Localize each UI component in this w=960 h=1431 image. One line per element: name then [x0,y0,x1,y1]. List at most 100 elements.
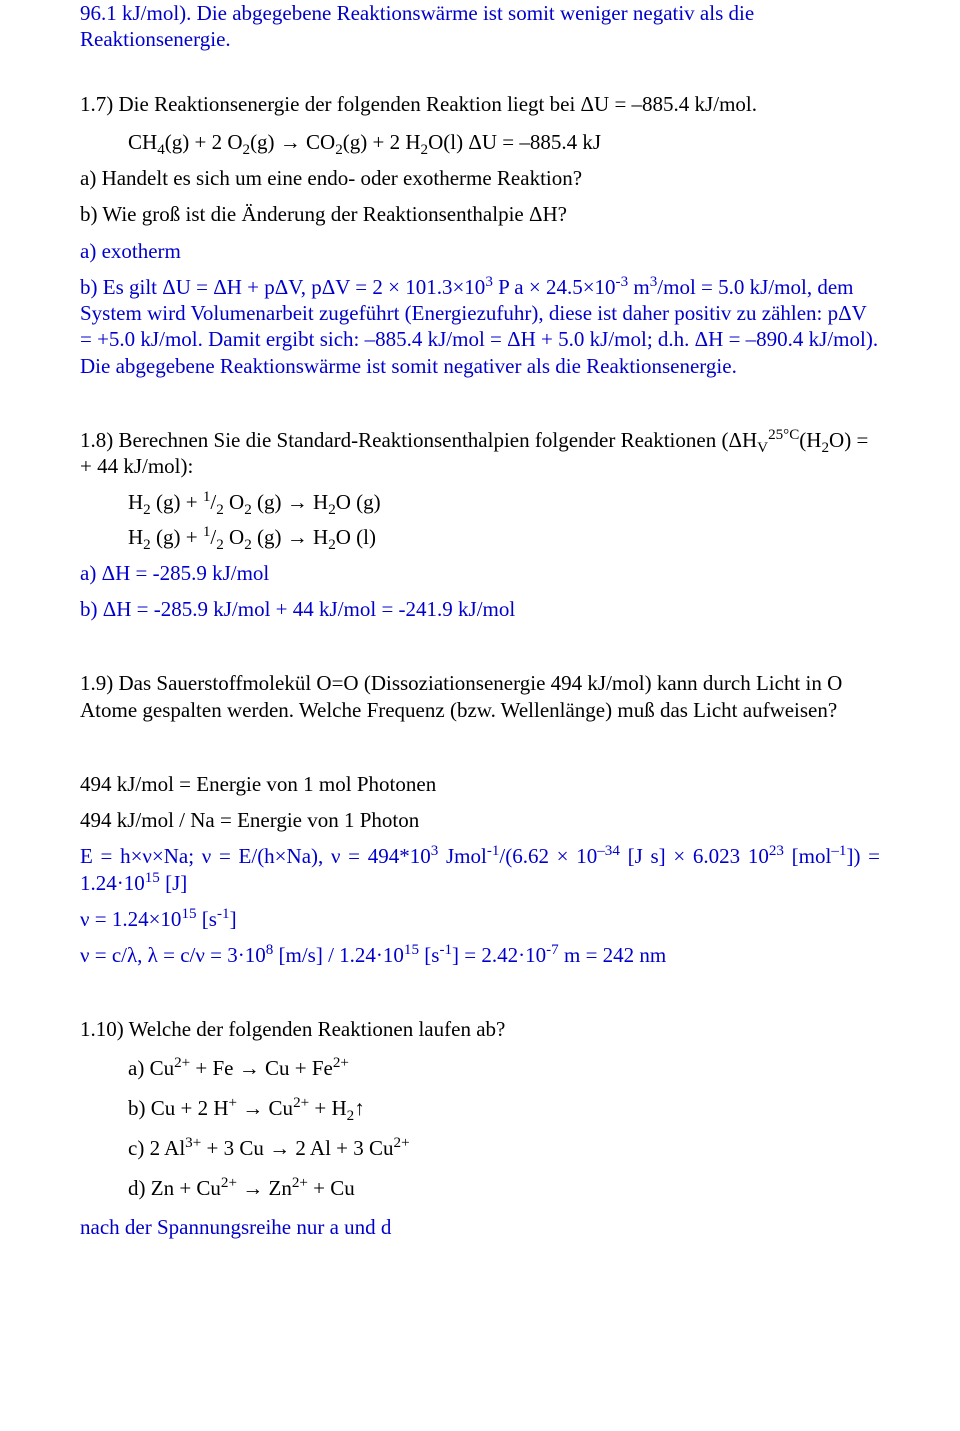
paragraph-18: 1.10) Welche der folgenden Reaktionen la… [80,1016,880,1042]
text: [mol [784,844,831,868]
text: a) exotherm [80,239,181,263]
sup: 2+ [174,1055,190,1071]
paragraph-20: nach der Spannungsreihe nur a und d [80,1214,880,1240]
text: E = h×ν×Na; ν = E/(h×Na), ν = 494*10 [80,844,431,868]
sup: 15 [404,942,419,958]
sub: 2 [421,142,429,158]
text: (g) → H [252,525,328,549]
text: P a × 24.5×10 [493,275,616,299]
paragraph-3: CH4(g) + 2 O2(g) → CO2(g) + 2 H2O(l) ΔU … [128,129,880,155]
text: b) Cu + 2 H [128,1096,229,1120]
text: (g) → H [252,490,328,514]
text: 494 kJ/mol / Na = Energie von 1 Photon [80,808,419,832]
text: CH [128,130,157,154]
sub: 4 [157,142,165,158]
sub: 2 [244,537,252,553]
paragraph-4: a) Handelt es sich um eine endo- oder ex… [80,165,880,191]
text: O (g) [336,490,381,514]
sup: -3 [616,274,629,290]
text: ν = c/λ, λ = c/ν = 3·10 [80,943,266,967]
paragraph-16: ν = 1.24×1015 [s-1] [80,906,880,932]
text: 1.10) Welche der folgenden Reaktionen la… [80,1017,505,1041]
sup: –34 [597,843,620,859]
text: O(l) ΔU = –885.4 kJ [428,130,601,154]
text: 1.9) Das Sauerstoffmolekül O=O (Dissozia… [80,671,842,721]
sub: 2 [216,537,224,553]
paragraph-12: 1.9) Das Sauerstoffmolekül O=O (Dissozia… [80,670,880,723]
text: + 3 Cu → 2 Al + 3 Cu [201,1136,393,1160]
sub: 2 [143,502,151,518]
text: m = 242 nm [559,943,667,967]
sup: -1 [487,843,500,859]
sub: 2 [328,537,336,553]
text: → Cu [237,1096,293,1120]
text: 96.1 kJ/mol). Die abgegebene Reaktionswä… [80,1,754,51]
paragraph-13: 494 kJ/mol = Energie von 1 mol Photonen [80,771,880,797]
text: a) ΔH = -285.9 kJ/mol [80,561,269,585]
sup: 2+ [333,1055,349,1071]
paragraph-9b: H2 (g) + 1/2 O2 (g) → H2O (l) [128,524,880,550]
paragraph-17: ν = c/λ, λ = c/ν = 3·108 [m/s] / 1.24·10… [80,942,880,968]
paragraph-6: a) exotherm [80,238,880,264]
text: nach der Spannungsreihe nur a und d [80,1215,391,1239]
paragraph-14: 494 kJ/mol / Na = Energie von 1 Photon [80,807,880,833]
text: + H [309,1096,347,1120]
sup: 25°C [768,427,799,443]
text: a) Handelt es sich um eine endo- oder ex… [80,166,582,190]
text: ] = 2.42·10 [452,943,546,967]
sup: -7 [546,942,559,958]
sub: 2 [821,440,829,456]
sup: 15 [181,906,196,922]
sup: 3+ [185,1135,201,1151]
sup: 2+ [394,1135,410,1151]
text: (g) + 2 O [165,130,243,154]
text: O [224,490,244,514]
text: m [628,275,650,299]
sub: 2 [216,502,224,518]
sub: 2 [244,502,252,518]
text: H [128,525,143,549]
sup: -1 [439,942,452,958]
text: [s [419,943,439,967]
paragraph-19c: c) 2 Al3+ + 3 Cu → 2 Al + 3 Cu2+ [128,1135,880,1161]
text: (g) + 2 H [343,130,421,154]
text: ν = 1.24×10 [80,907,181,931]
text: d) Zn + Cu [128,1176,221,1200]
paragraph-7: b) Es gilt ΔU = ΔH + pΔV, pΔV = 2 × 101.… [80,274,880,379]
sup: 23 [769,843,784,859]
text: (g) → CO [250,130,335,154]
paragraph-5: b) Wie groß ist die Änderung der Reaktio… [80,201,880,227]
text: [m/s] / 1.24·10 [273,943,404,967]
text: H [128,490,143,514]
text: b) Es gilt ΔU = ΔH + pΔV, pΔV = 2 × 101.… [80,275,485,299]
paragraph-9a: H2 (g) + 1/2 O2 (g) → H2O (g) [128,489,880,515]
text: [s [197,907,217,931]
text: b) Wie groß ist die Änderung der Reaktio… [80,202,567,226]
text: O [224,525,244,549]
text: [J s] × 6.023 10 [620,844,769,868]
sup: + [229,1095,238,1111]
text: /(6.62 × 10 [499,844,597,868]
sup: –1 [831,843,846,859]
paragraph-15: E = h×ν×Na; ν = E/(h×Na), ν = 494*103 Jm… [80,843,880,896]
text: a) Cu [128,1056,174,1080]
text: ↑ [354,1096,365,1120]
sub: 2 [335,142,343,158]
paragraph-11: b) ΔH = -285.9 kJ/mol + 44 kJ/mol = -241… [80,596,880,622]
paragraph-1: 96.1 kJ/mol). Die abgegebene Reaktionswä… [80,0,880,53]
sup: 3 [485,274,493,290]
paragraph-19d: d) Zn + Cu2+ → Zn2+ + Cu [128,1175,880,1201]
text: O (l) [336,525,376,549]
paragraph-8: 1.8) Berechnen Sie die Standard-Reaktion… [80,427,880,480]
text: c) 2 Al [128,1136,185,1160]
text: (g) + [151,525,203,549]
sub: 2 [143,537,151,553]
text: 1.7) Die Reaktionsenergie der folgenden … [80,92,757,116]
paragraph-19b: b) Cu + 2 H+ → Cu2+ + H2↑ [128,1095,880,1121]
text: (H [799,428,821,452]
sup: 2+ [221,1175,237,1191]
sup: 2+ [292,1175,308,1191]
paragraph-2: 1.7) Die Reaktionsenergie der folgenden … [80,91,880,117]
text: + Cu [308,1176,355,1200]
text: b) ΔH = -285.9 kJ/mol + 44 kJ/mol = -241… [80,597,515,621]
